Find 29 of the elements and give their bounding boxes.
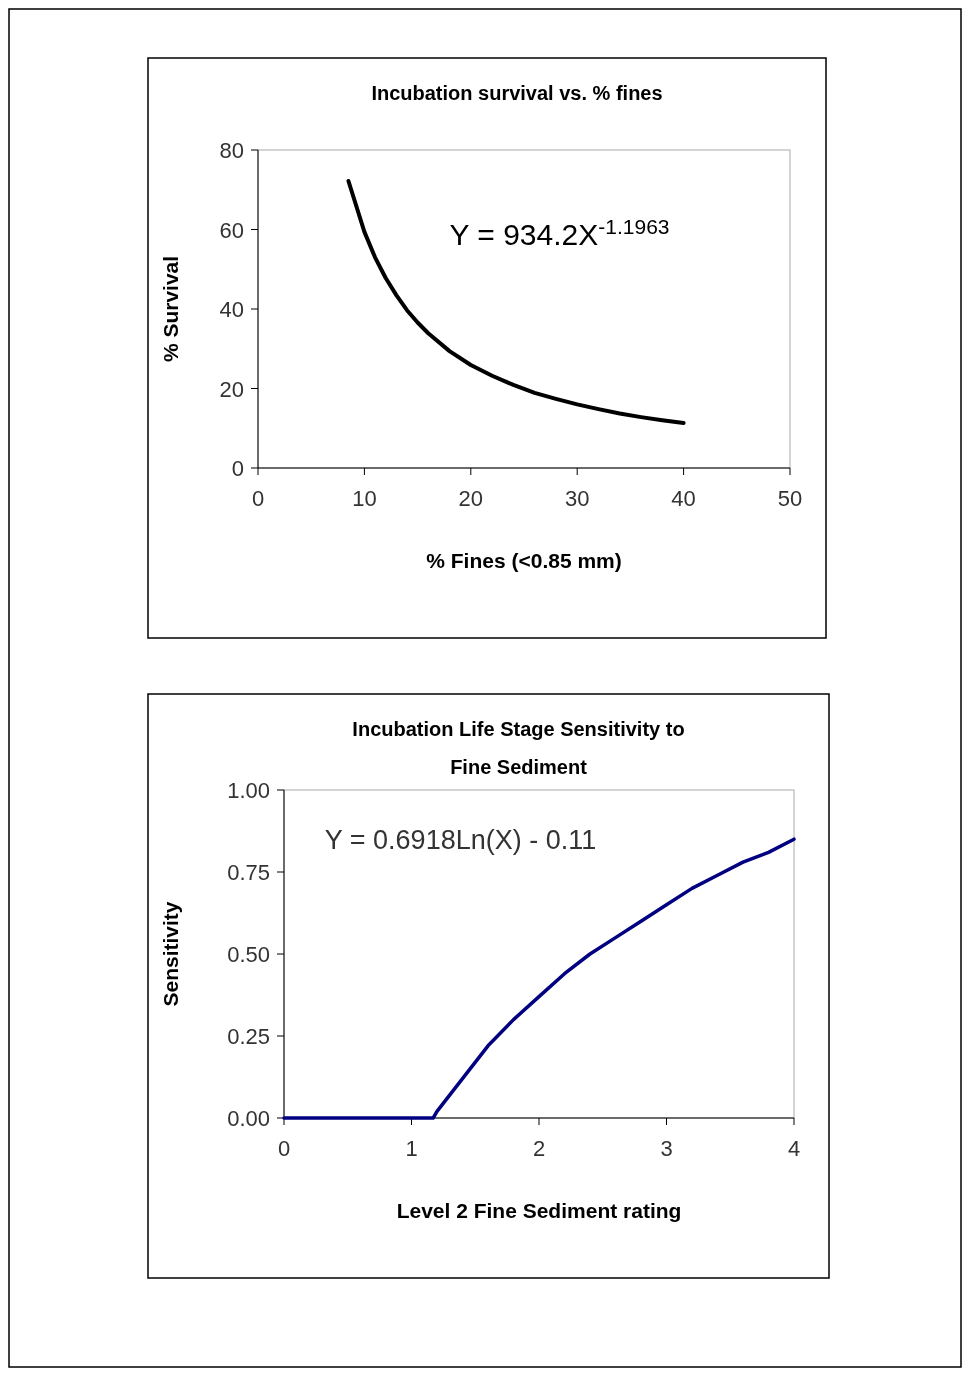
y-tick-label: 60	[219, 217, 244, 243]
y-tick-label: 0.00	[227, 1106, 270, 1131]
y-axis-title: % Survival	[159, 255, 182, 363]
y-tick-label: 0.75	[227, 860, 270, 885]
y-tick-label: 80	[219, 138, 244, 163]
x-tick-label: 40	[671, 486, 696, 511]
y-tick-label: 1.00	[227, 778, 270, 803]
x-tick-label: 0	[277, 1136, 291, 1161]
x-tick-label: 1	[405, 1136, 418, 1161]
x-axis-title: Level 2 Fine Sediment rating	[396, 1199, 682, 1222]
annotation: Y = 0.6918Ln(X) - 0.11	[324, 825, 597, 856]
y-tick-label: 0.50	[227, 942, 270, 967]
x-tick-label: 50	[777, 486, 803, 511]
line-series	[346, 179, 686, 426]
x-tick-label: 10	[352, 486, 377, 511]
y-tick-label: 0.25	[227, 1024, 270, 1049]
x-tick-label: 30	[564, 486, 590, 511]
x-tick-label: 3	[660, 1136, 673, 1161]
chart-title: Incubation Life Stage Sensitivity to Fine Sediment	[352, 718, 685, 778]
y-axis-title: Sensitivity	[159, 901, 182, 1007]
y-tick-label: 20	[219, 376, 244, 402]
annotation: Y = 934.2X$^{-1.1963}$	[449, 214, 670, 252]
y-tick-label: 0	[231, 456, 244, 481]
x-tick-label: 2	[532, 1136, 546, 1161]
x-tick-label: 4	[787, 1136, 801, 1161]
x-axis-title: % Fines (<0.85 mm)	[426, 549, 622, 572]
x-tick-label: 20	[458, 486, 484, 511]
chart-title: Incubation survival vs. % fines	[371, 82, 663, 104]
y-tick-label: 40	[219, 297, 244, 322]
